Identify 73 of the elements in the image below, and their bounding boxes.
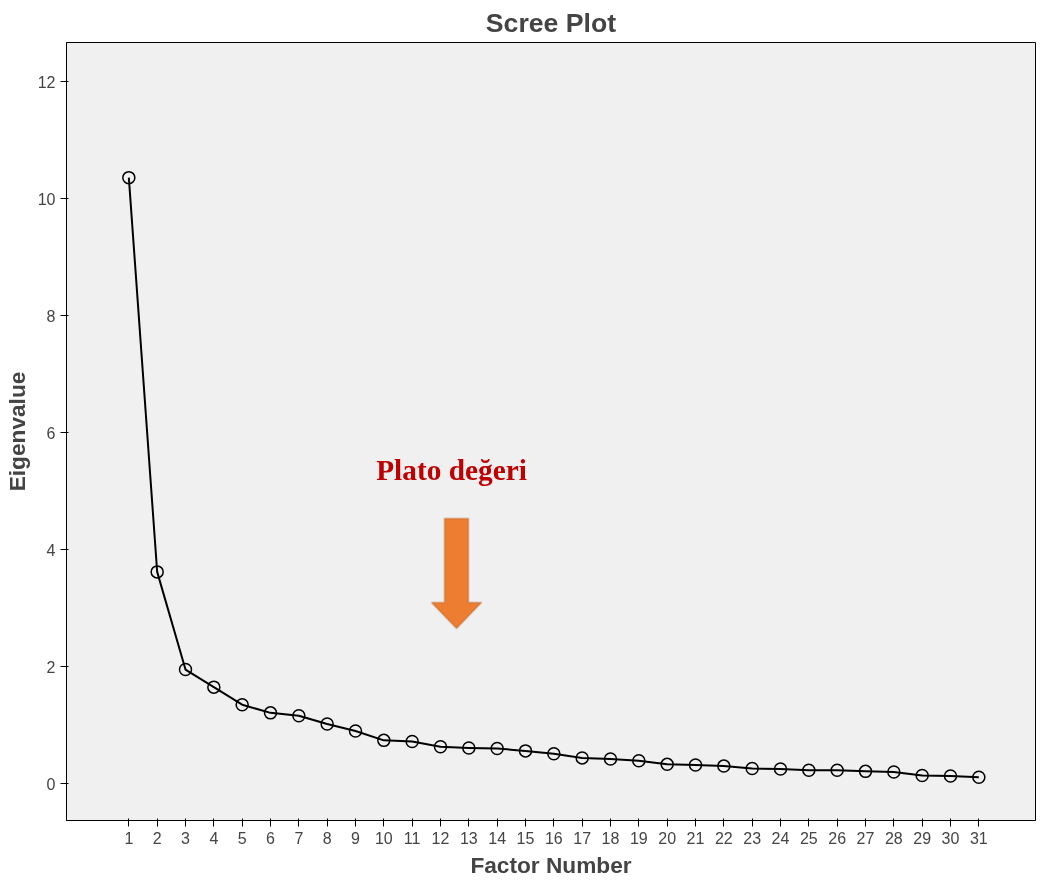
x-tick-label: 25 bbox=[799, 829, 818, 847]
point bbox=[490, 741, 504, 756]
point bbox=[320, 717, 334, 731]
point bbox=[972, 770, 986, 784]
x-tick-label: 15 bbox=[516, 829, 535, 847]
point bbox=[830, 763, 844, 777]
x-tick-label: 19 bbox=[629, 829, 648, 847]
x-tick-label: 24 bbox=[771, 829, 790, 847]
point bbox=[377, 733, 391, 748]
point bbox=[518, 744, 533, 758]
point bbox=[858, 764, 873, 779]
point bbox=[688, 758, 703, 772]
x-tick-label: 6 bbox=[266, 829, 276, 847]
y-tick-label: 0 bbox=[46, 775, 56, 793]
point bbox=[150, 565, 164, 579]
x-tick-label: 21 bbox=[686, 829, 705, 847]
x-tick-label: 16 bbox=[544, 829, 563, 847]
x-tick-label: 20 bbox=[658, 829, 677, 847]
annotation: Plato değeri bbox=[376, 453, 527, 486]
y-tick-label: 12 bbox=[37, 73, 56, 91]
x-tick-label: 28 bbox=[884, 829, 903, 847]
point bbox=[745, 761, 759, 776]
x-tick-label: 3 bbox=[181, 829, 191, 847]
point bbox=[263, 706, 278, 720]
x-tick-label: 18 bbox=[601, 829, 620, 847]
x-tick-label: 22 bbox=[714, 829, 733, 847]
x-tick-label: 12 bbox=[431, 829, 450, 847]
x-tick-label: 26 bbox=[828, 829, 847, 847]
y-tick-label: 6 bbox=[46, 424, 56, 442]
x-tick-label: 1 bbox=[124, 829, 134, 847]
point bbox=[773, 762, 788, 776]
point bbox=[547, 747, 561, 761]
x-axis-title: Factor Number bbox=[470, 851, 632, 878]
point bbox=[292, 709, 306, 723]
y-axis-title: Eigenvalue bbox=[3, 371, 30, 492]
point bbox=[348, 724, 363, 738]
y-tick-label: 8 bbox=[46, 307, 56, 325]
point bbox=[235, 697, 249, 712]
x-tick-label: 13 bbox=[459, 829, 478, 847]
x-tick-label: 11 bbox=[403, 829, 421, 847]
x-tick-label: 5 bbox=[237, 829, 247, 847]
y-tick-label: 10 bbox=[37, 190, 56, 208]
point bbox=[433, 740, 448, 754]
x-tick-label: 10 bbox=[374, 829, 393, 847]
y-tick-label: 4 bbox=[46, 541, 56, 559]
point bbox=[802, 763, 816, 777]
x-tick-label: 7 bbox=[294, 829, 304, 847]
point bbox=[207, 680, 221, 694]
x-tick-label: 17 bbox=[573, 829, 592, 847]
point bbox=[660, 757, 674, 772]
point bbox=[462, 741, 476, 755]
x-tick-label: 31 bbox=[969, 829, 988, 847]
x-tick-label: 30 bbox=[941, 829, 960, 847]
chart-title: Scree Plot bbox=[485, 7, 617, 38]
x-tick-label: 29 bbox=[913, 829, 932, 847]
point bbox=[887, 765, 901, 779]
x-tick-label: 23 bbox=[743, 829, 762, 847]
point bbox=[915, 768, 929, 783]
point bbox=[603, 752, 618, 766]
x-tick-label: 27 bbox=[856, 829, 875, 847]
x-tick-label: 8 bbox=[322, 829, 332, 847]
x-tick-label: 9 bbox=[351, 829, 361, 847]
point bbox=[178, 662, 193, 677]
point bbox=[405, 734, 419, 749]
y-tick-label: 2 bbox=[46, 658, 56, 676]
point bbox=[575, 751, 589, 765]
point bbox=[632, 754, 646, 768]
point bbox=[943, 769, 958, 783]
x-tick-label: 4 bbox=[209, 829, 219, 847]
point bbox=[122, 170, 136, 185]
x-tick-label: 2 bbox=[152, 829, 162, 847]
x-tick-label: 14 bbox=[488, 829, 507, 847]
point bbox=[717, 759, 731, 773]
